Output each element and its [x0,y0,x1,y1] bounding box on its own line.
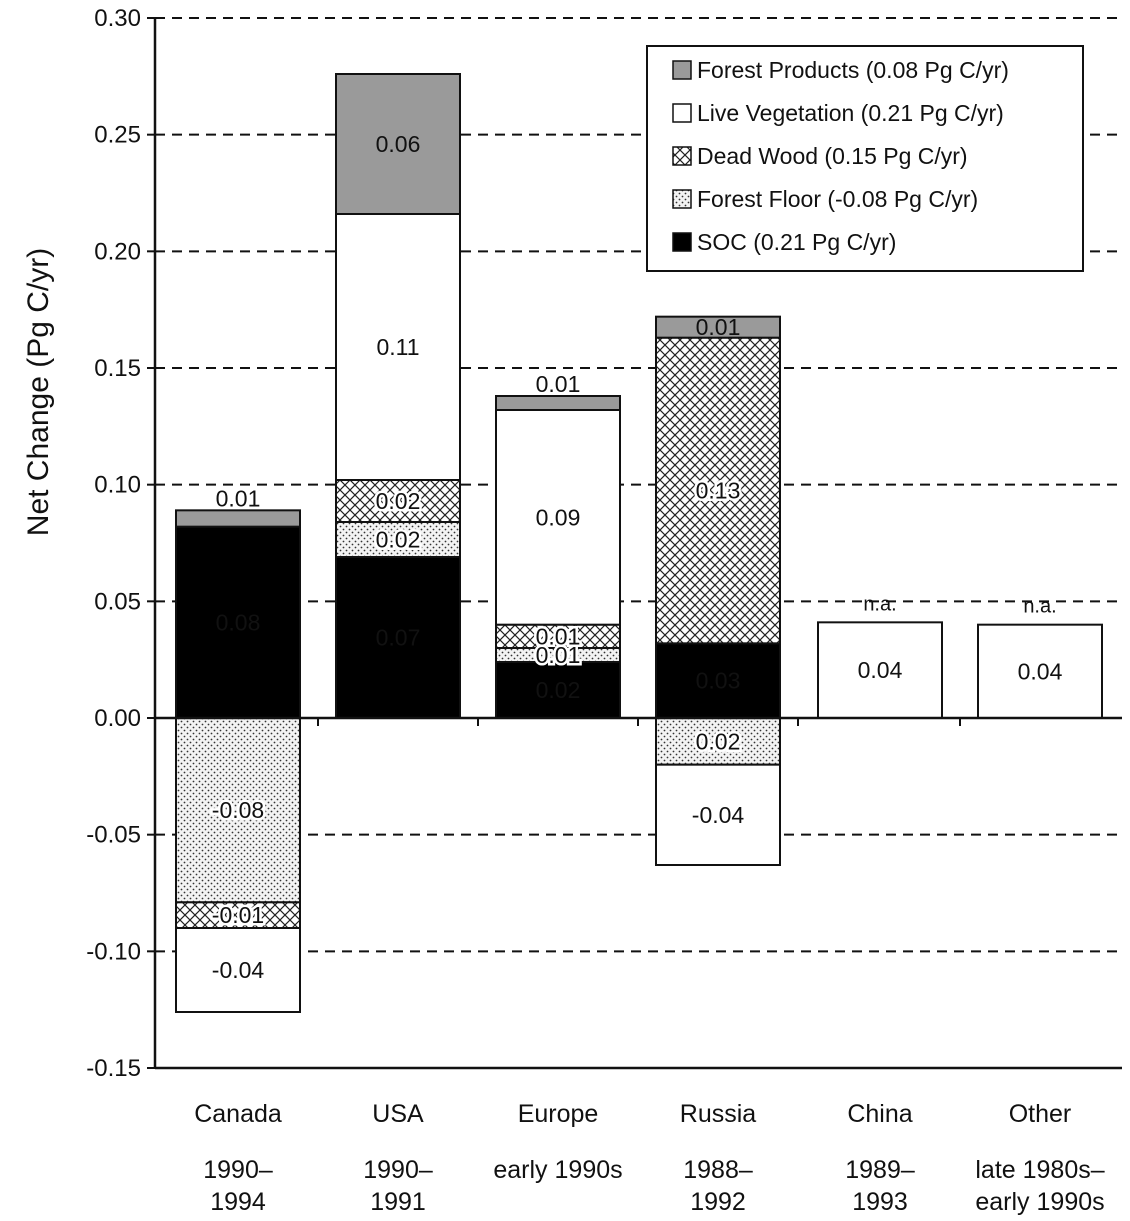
data-label: 0.11 [376,334,419,360]
bar-segment-dead_wood [175,901,301,929]
data-label: -0.08 [212,797,264,823]
y-tick-label: 0.25 [94,122,141,149]
bar-segment-forest_floor [175,717,301,904]
category-label: China [847,1100,912,1128]
y-tick-label: 0.05 [94,588,141,615]
y-tick-label: -0.15 [86,1055,141,1082]
y-tick-label: -0.05 [86,822,141,849]
y-tick-label: 0.00 [94,705,141,732]
legend-swatch-live_vegetation [672,103,692,123]
bar-segment-forest_products [335,73,461,215]
period-label: late 1980s– [975,1156,1104,1184]
bar-segment-live_vegetation [335,213,461,481]
bar-segment-live_vegetation [977,623,1103,720]
labels: 0.08 0.01 -0.08 -0.01 -0.04 Canada 1990– 1994 0.… [194,131,1105,1216]
legend-swatch-forest_floor [672,189,692,209]
period-label: 1993 [852,1188,908,1216]
period-label: 1990– [203,1156,273,1184]
category-label: USA [372,1100,424,1128]
data-label: -0.01 [212,902,264,928]
category-label: Russia [680,1100,757,1128]
category-label: Canada [194,1100,282,1128]
period-label: 1992 [690,1188,746,1216]
y-axis-label: Net Change (Pg C/yr) [22,248,55,536]
legend-label: Forest Products (0.08 Pg C/yr) [697,57,1009,83]
na-label: n.a. [863,593,896,615]
data-label: 0.04 [1018,658,1063,684]
grid-lines [155,17,1122,953]
bar-segment-forest_products [495,395,621,411]
data-label: 0.09 [536,504,581,530]
data-label: 0.03 [696,668,741,694]
y-tick-label: 0.10 [94,472,141,499]
data-label: 0.02 [696,728,741,754]
data-label: 0.01 [536,623,581,649]
data-label: 0.01 [536,642,581,668]
y-tick-label: 0.20 [94,238,141,265]
data-label: 0.02 [376,488,421,514]
data-label: 0.13 [696,478,741,504]
y-tick-label: -0.10 [86,938,141,965]
legend-label: Forest Floor (-0.08 Pg C/yr) [697,186,978,212]
data-label: 0.01 [696,314,741,340]
period-label: early 1990s [493,1156,622,1184]
bar-segment-soc [495,661,621,719]
legend-box [646,45,1084,272]
bar-segment-soc [655,642,781,719]
data-label: 0.06 [376,131,421,157]
period-label: 1988– [683,1156,753,1184]
bar-segment-live_vegetation [655,763,781,867]
category-label: Other [1009,1100,1072,1128]
category-label: Europe [518,1100,599,1128]
bar-segment-forest_products [655,315,781,339]
y-tick-label: 0.30 [94,5,141,32]
bar-segment-forest_products [175,509,301,528]
bar-segment-soc [175,525,301,720]
legend: Forest Products (0.08 Pg C/yr) Live Veget… [646,45,1084,272]
bar-segment-live_vegetation [175,927,301,1013]
na-label: n.a. [1023,596,1056,618]
data-label: 0.01 [216,485,261,511]
bars [175,73,1103,1013]
period-label: 1994 [210,1188,266,1216]
axes: -0.15 -0.10 -0.05 0.00 0.05 0.10 0.15 0.20 0.25 0… [86,5,1122,1082]
data-label: -0.04 [692,802,745,828]
data-label: 0.07 [376,625,421,651]
data-label: 0.02 [376,527,421,553]
data-label: 0.08 [216,609,261,635]
data-label: 0.04 [858,657,903,683]
data-label: 0.02 [536,677,581,703]
y-tick-label: 0.15 [94,355,141,382]
legend-label: SOC (0.21 Pg C/yr) [697,229,896,255]
period-label: 1991 [370,1188,426,1216]
legend-swatch-dead_wood [672,146,692,166]
period-label: 1989– [845,1156,915,1184]
bar-segment-live_vegetation [817,621,943,719]
data-label: 0.01 [536,371,581,397]
bar-segment-soc [335,556,461,719]
legend-swatch-soc [672,232,692,252]
data-label: -0.04 [212,957,265,983]
legend-label: Dead Wood (0.15 Pg C/yr) [697,143,968,169]
bar-segment-dead_wood [655,336,781,645]
period-label: 1990– [363,1156,433,1184]
period-label: early 1990s [975,1188,1104,1216]
legend-label: Live Vegetation (0.21 Pg C/yr) [697,100,1004,126]
legend-swatch-forest_products [672,60,692,80]
